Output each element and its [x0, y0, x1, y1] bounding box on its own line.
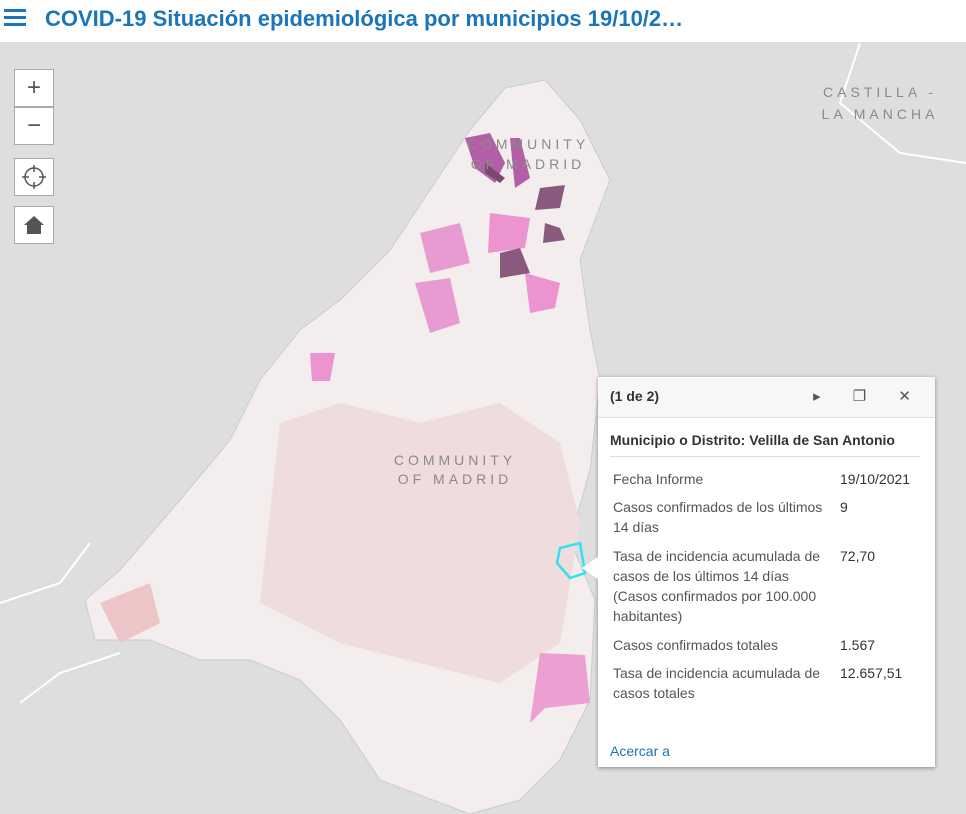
- popup-header: (1 de 2) ▸ ❐ ✕: [598, 377, 935, 418]
- popup-icons[interactable]: ▸ ❐ ✕: [813, 388, 925, 405]
- field-label: Fecha Informe: [613, 471, 704, 487]
- map-label: COMMUNITY: [394, 452, 516, 468]
- field-label: Casos confirmados totales: [613, 637, 778, 653]
- map-label: OF MADRID: [471, 156, 586, 172]
- zoom-out[interactable]: −: [14, 107, 54, 145]
- menu-icon[interactable]: [4, 0, 34, 42]
- field-value: 12.657,51: [840, 665, 903, 681]
- zoom-to-link[interactable]: Acercar a: [610, 743, 670, 759]
- popup: (1 de 2) ▸ ❐ ✕ Municipio o Distrito: Vel…: [598, 377, 935, 767]
- field-label: Casos confirmados de los últimos 14 días: [613, 499, 823, 535]
- field-value: 72,70: [840, 548, 876, 564]
- map-label: OF MADRID: [398, 471, 513, 487]
- map-label: COMMUNITY: [467, 136, 589, 152]
- zoom-in[interactable]: +: [14, 69, 54, 107]
- locate-button[interactable]: [14, 158, 54, 196]
- home-button[interactable]: [14, 206, 54, 244]
- popup-pointer: [582, 556, 599, 580]
- field-value: 1.567: [840, 637, 876, 653]
- popup-counter: (1 de 2): [610, 388, 660, 404]
- map-label: CASTILLA -: [823, 84, 937, 100]
- field-value: 9: [840, 499, 848, 515]
- field-label: Tasa de incidencia acumulada de casos to…: [613, 665, 821, 701]
- popup-heading: Municipio o Distrito: Velilla de San Ant…: [610, 432, 920, 457]
- field-value: 19/10/2021: [840, 471, 911, 487]
- top-bar: COVID-19 Situación epidemiológica por mu…: [0, 0, 966, 43]
- app-title: COVID-19 Situación epidemiológica por mu…: [45, 6, 684, 31]
- map-label: LA MANCHA: [822, 106, 939, 122]
- field-label: Tasa de incidencia acumulada de casos de…: [613, 548, 821, 624]
